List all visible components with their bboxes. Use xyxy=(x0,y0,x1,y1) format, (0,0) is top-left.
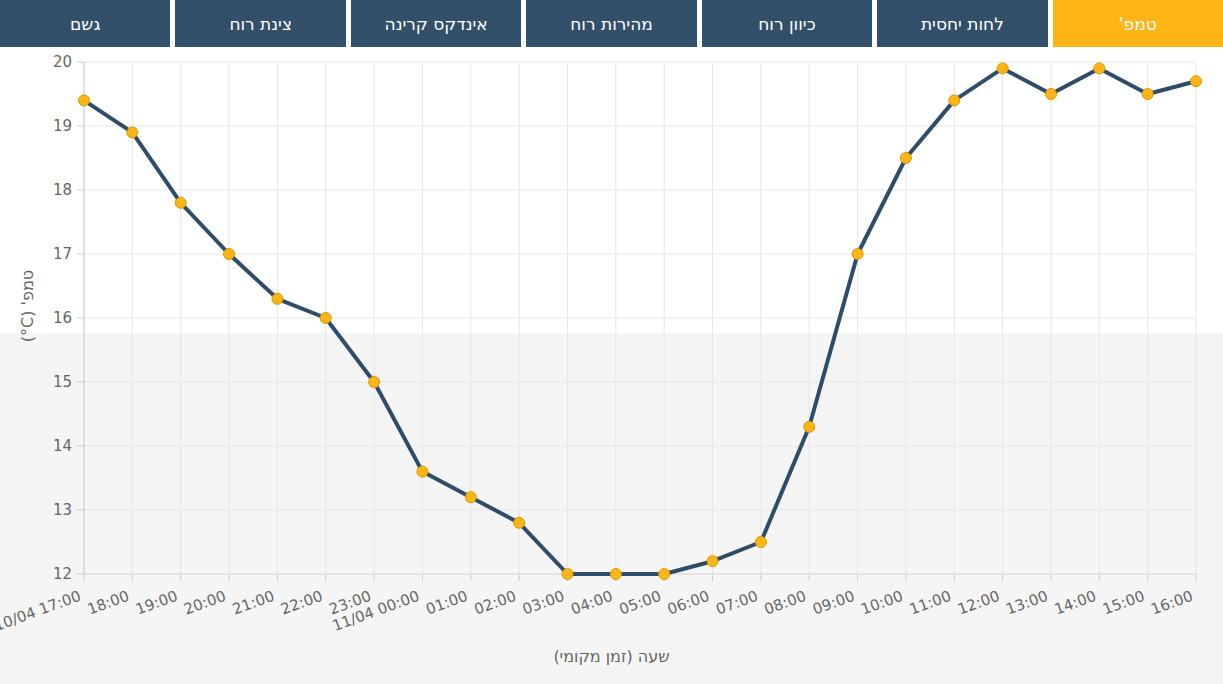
data-point-marker[interactable] xyxy=(997,63,1008,74)
data-point-marker[interactable] xyxy=(1191,76,1202,87)
data-point-marker[interactable] xyxy=(804,421,815,432)
x-tick-label: 22:00 xyxy=(278,587,325,619)
y-axis-title: טמפ' (C°) xyxy=(18,270,37,342)
y-tick-label: 17 xyxy=(53,245,72,263)
data-point-marker[interactable] xyxy=(272,293,283,304)
data-point-marker[interactable] xyxy=(659,569,670,580)
x-tick-label: 14:00 xyxy=(1052,587,1099,619)
data-point-marker[interactable] xyxy=(1142,89,1153,100)
x-tick-label: 21:00 xyxy=(230,587,277,619)
data-point-marker[interactable] xyxy=(1094,63,1105,74)
y-tick-label: 18 xyxy=(53,181,72,199)
x-axis-title: שעה (זמן מקומי) xyxy=(0,647,1223,666)
x-tick-label: 18:00 xyxy=(85,587,132,619)
x-tick-label: 08:00 xyxy=(762,587,809,619)
data-point-marker[interactable] xyxy=(369,377,380,388)
x-tick-label: 02:00 xyxy=(472,587,519,619)
x-tick-label: 19:00 xyxy=(133,587,180,619)
data-point-marker[interactable] xyxy=(127,127,138,138)
data-point-marker[interactable] xyxy=(79,95,90,106)
y-tick-label: 14 xyxy=(53,437,72,455)
x-tick-label: 07:00 xyxy=(713,587,760,619)
data-point-marker[interactable] xyxy=(224,249,235,260)
metric-tab-bar: טמפ'לחות יחסיתכיוון רוחמהירות רוחאינדקס … xyxy=(0,0,1223,47)
x-tick-label: 15:00 xyxy=(1100,587,1147,619)
y-tick-label: 13 xyxy=(53,501,72,519)
tab-wind-speed[interactable]: מהירות רוח xyxy=(526,0,696,47)
data-point-marker[interactable] xyxy=(707,556,718,567)
y-tick-label: 19 xyxy=(53,117,72,135)
x-tick-label: 04:00 xyxy=(568,587,615,619)
data-point-marker[interactable] xyxy=(320,313,331,324)
x-tick-label: 03:00 xyxy=(520,587,567,619)
data-point-marker[interactable] xyxy=(852,249,863,260)
x-tick-label: 16:00 xyxy=(1149,587,1196,619)
x-tick-label: 13:00 xyxy=(1004,587,1051,619)
x-tick-label: 20:00 xyxy=(182,587,229,619)
data-point-marker[interactable] xyxy=(900,153,911,164)
x-tick-label: 05:00 xyxy=(617,587,664,619)
tab-radiation-index[interactable]: אינדקס קרינה xyxy=(351,0,521,47)
x-tick-label: 10:00 xyxy=(858,587,905,619)
x-tick-label: 09:00 xyxy=(810,587,857,619)
data-point-marker[interactable] xyxy=(610,569,621,580)
data-point-marker[interactable] xyxy=(465,492,476,503)
data-point-marker[interactable] xyxy=(562,569,573,580)
temperature-line-chart: 12131415161718192010/04 17:0018:0019:002… xyxy=(0,48,1223,684)
data-point-marker[interactable] xyxy=(1046,89,1057,100)
tab-relative-humidity[interactable]: לחות יחסית xyxy=(877,0,1047,47)
tab-wind-direction[interactable]: כיוון רוח xyxy=(702,0,872,47)
data-point-marker[interactable] xyxy=(417,466,428,477)
data-point-marker[interactable] xyxy=(949,95,960,106)
x-tick-label: 10/04 17:00 xyxy=(0,587,83,635)
y-tick-label: 16 xyxy=(53,309,72,327)
tab-wind-chill[interactable]: צינת רוח xyxy=(175,0,345,47)
data-point-marker[interactable] xyxy=(755,537,766,548)
x-tick-label: 01:00 xyxy=(423,587,470,619)
temperature-series-line xyxy=(84,68,1196,574)
data-point-marker[interactable] xyxy=(175,197,186,208)
weather-chart-page: טמפ'לחות יחסיתכיוון רוחמהירות רוחאינדקס … xyxy=(0,0,1223,684)
y-tick-label: 20 xyxy=(53,53,72,71)
y-tick-label: 15 xyxy=(53,373,72,391)
tab-rain[interactable]: גשם xyxy=(0,0,170,47)
data-point-marker[interactable] xyxy=(514,517,525,528)
tab-temperature[interactable]: טמפ' xyxy=(1053,0,1223,47)
x-tick-label: 06:00 xyxy=(665,587,712,619)
y-tick-label: 12 xyxy=(53,565,72,583)
x-tick-label: 12:00 xyxy=(955,587,1002,619)
x-tick-label: 11:00 xyxy=(907,587,954,619)
